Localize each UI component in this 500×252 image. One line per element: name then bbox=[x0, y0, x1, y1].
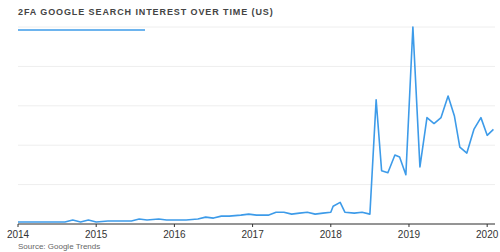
x-tick bbox=[408, 224, 409, 227]
grid-line bbox=[18, 66, 495, 67]
x-tick-label: 2017 bbox=[241, 229, 264, 240]
x-tick bbox=[252, 224, 253, 227]
chart: 2FA GOOGLE SEARCH INTEREST OVER TIME (US… bbox=[0, 0, 500, 252]
x-tick bbox=[330, 224, 331, 227]
plot-area bbox=[18, 27, 493, 222]
grid-line bbox=[18, 224, 495, 225]
title-underline bbox=[18, 29, 145, 31]
grid-line bbox=[18, 105, 495, 106]
x-tick bbox=[174, 224, 175, 227]
x-tick-label: 2019 bbox=[398, 229, 421, 240]
x-tick-label: 2020 bbox=[476, 229, 499, 240]
source: Source: Google Trends bbox=[18, 242, 100, 251]
x-tick bbox=[487, 224, 488, 227]
x-tick-label: 2016 bbox=[163, 229, 186, 240]
x-tick bbox=[96, 224, 97, 227]
series-line bbox=[18, 27, 493, 222]
x-axis bbox=[18, 224, 495, 225]
x-tick bbox=[18, 224, 19, 227]
x-tick-label: 2014 bbox=[7, 229, 30, 240]
x-tick-label: 2015 bbox=[85, 229, 108, 240]
grid-line bbox=[18, 184, 495, 185]
x-tick-label: 2018 bbox=[320, 229, 343, 240]
title: 2FA GOOGLE SEARCH INTEREST OVER TIME (US… bbox=[18, 7, 274, 17]
grid-line bbox=[18, 27, 495, 28]
